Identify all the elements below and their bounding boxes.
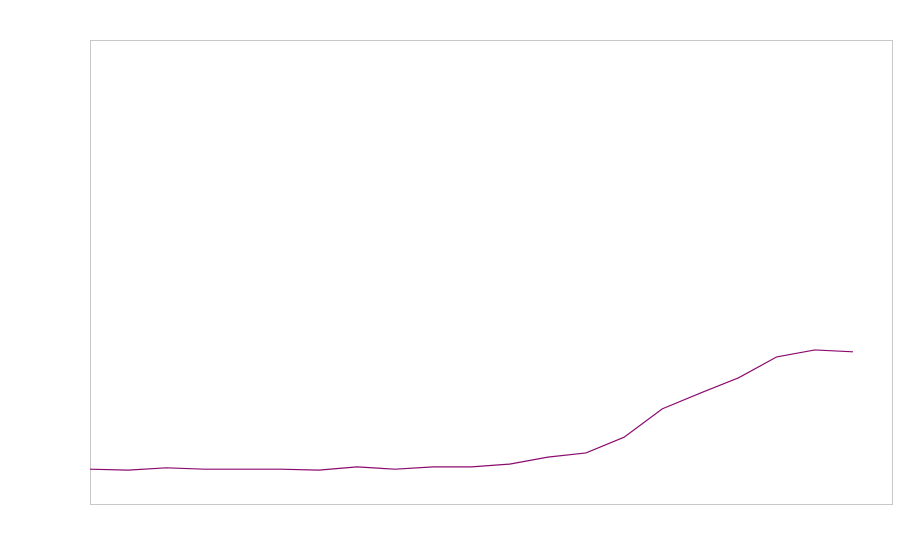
line-series bbox=[89, 349, 854, 471]
plot-frame bbox=[90, 40, 893, 505]
